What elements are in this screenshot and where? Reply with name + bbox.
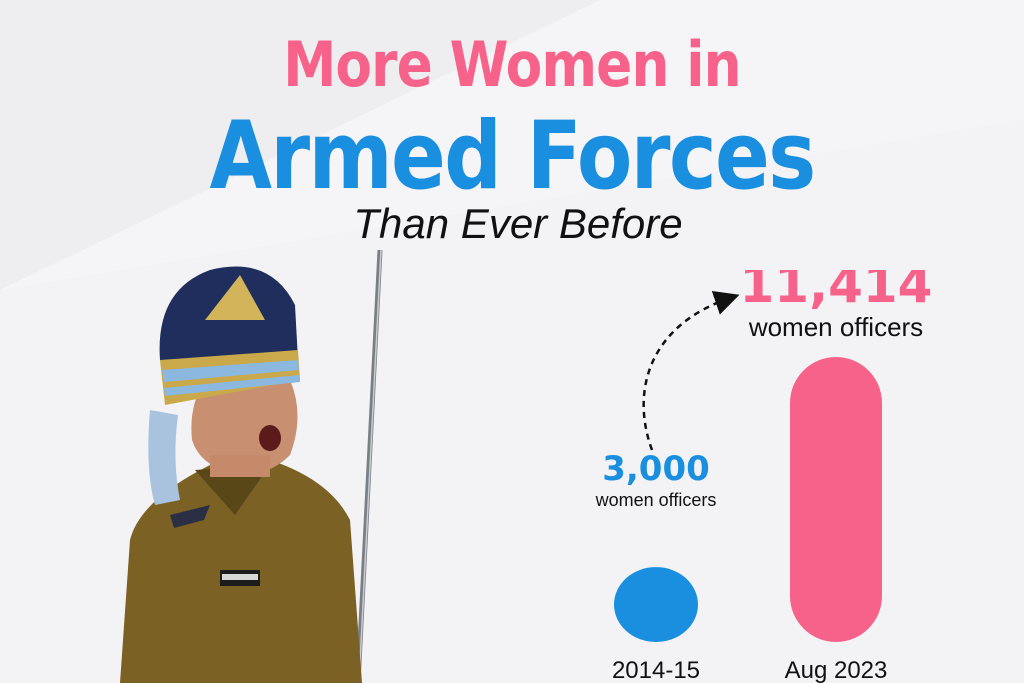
woman-officer-image bbox=[120, 250, 383, 683]
headline-subtitle: Than Ever Before bbox=[353, 200, 683, 247]
women-officers-chart: 3,000 women officers 11,414 women office… bbox=[595, 270, 933, 683]
value-label-2014-15: 3,000 bbox=[602, 449, 710, 489]
unit-label-aug-2023: women officers bbox=[748, 312, 923, 342]
value-label-aug-2023: 11,414 bbox=[740, 270, 933, 314]
bar-2014-15 bbox=[614, 567, 698, 642]
category-label-2014-15: 2014-15 bbox=[612, 657, 700, 683]
headline-line-2: Armed Forces bbox=[209, 102, 816, 211]
headline-line-1: More Women in bbox=[283, 28, 741, 101]
category-label-aug-2023: Aug 2023 bbox=[785, 657, 888, 683]
unit-label-2014-15: women officers bbox=[595, 490, 717, 510]
trend-arrow bbox=[642, 290, 740, 451]
bar-aug-2023 bbox=[790, 357, 882, 642]
